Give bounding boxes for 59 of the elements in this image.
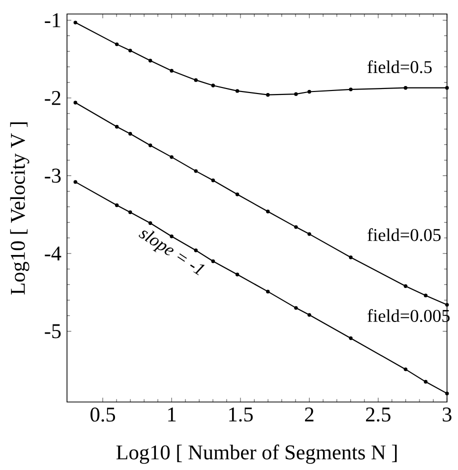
point [266,210,270,214]
x-tick-label: 1.5 [229,408,253,422]
point [266,93,270,97]
point [211,84,216,88]
x-tick-label: 3 [443,408,452,422]
x-tick-label: 1 [168,408,176,422]
point [266,290,270,294]
point [170,155,174,159]
point [404,367,408,372]
point [211,178,216,182]
point [115,42,119,46]
point [445,86,450,90]
point [128,132,132,136]
y-tick-label: -4 [45,246,62,260]
x-tick-label: 2.5 [366,408,391,422]
point [74,100,78,104]
point [236,272,240,276]
point [294,92,298,96]
point [424,294,428,298]
point [115,203,119,208]
point [424,380,428,384]
point [194,169,198,173]
legend-label: field=0.05 [368,228,441,242]
y-tick-label: -5 [45,324,61,338]
point [294,225,298,229]
y-tick-label: -2 [45,91,61,105]
y-axis-title: Log10 [ Velocity V ] [10,122,30,295]
annotation: slope = -1 [138,230,205,276]
point [349,256,353,260]
x-axis-title: Log10 [ Number of Segments N ] [116,444,397,464]
y-tick-label: -3 [45,168,61,183]
point [404,284,408,288]
point [308,313,312,317]
point [74,180,78,184]
x-tick-label: 0.5 [90,408,116,422]
point [170,68,174,73]
point [445,392,450,396]
point [211,259,216,264]
point [148,221,152,225]
point [194,78,198,82]
point [74,20,78,24]
point [128,48,132,52]
point [349,336,353,340]
point [148,58,152,62]
point [194,248,198,252]
point [236,192,240,196]
point [404,86,408,90]
point [294,306,298,310]
legend-label: field=0.5 [368,60,432,74]
point [308,232,312,236]
point [128,210,132,214]
x-tick-label: 2 [305,408,314,422]
point [445,302,450,307]
point [349,88,353,92]
point [236,89,240,93]
point [148,144,152,148]
y-tick-label: -1 [45,13,60,28]
point [308,90,312,94]
point [115,124,119,129]
